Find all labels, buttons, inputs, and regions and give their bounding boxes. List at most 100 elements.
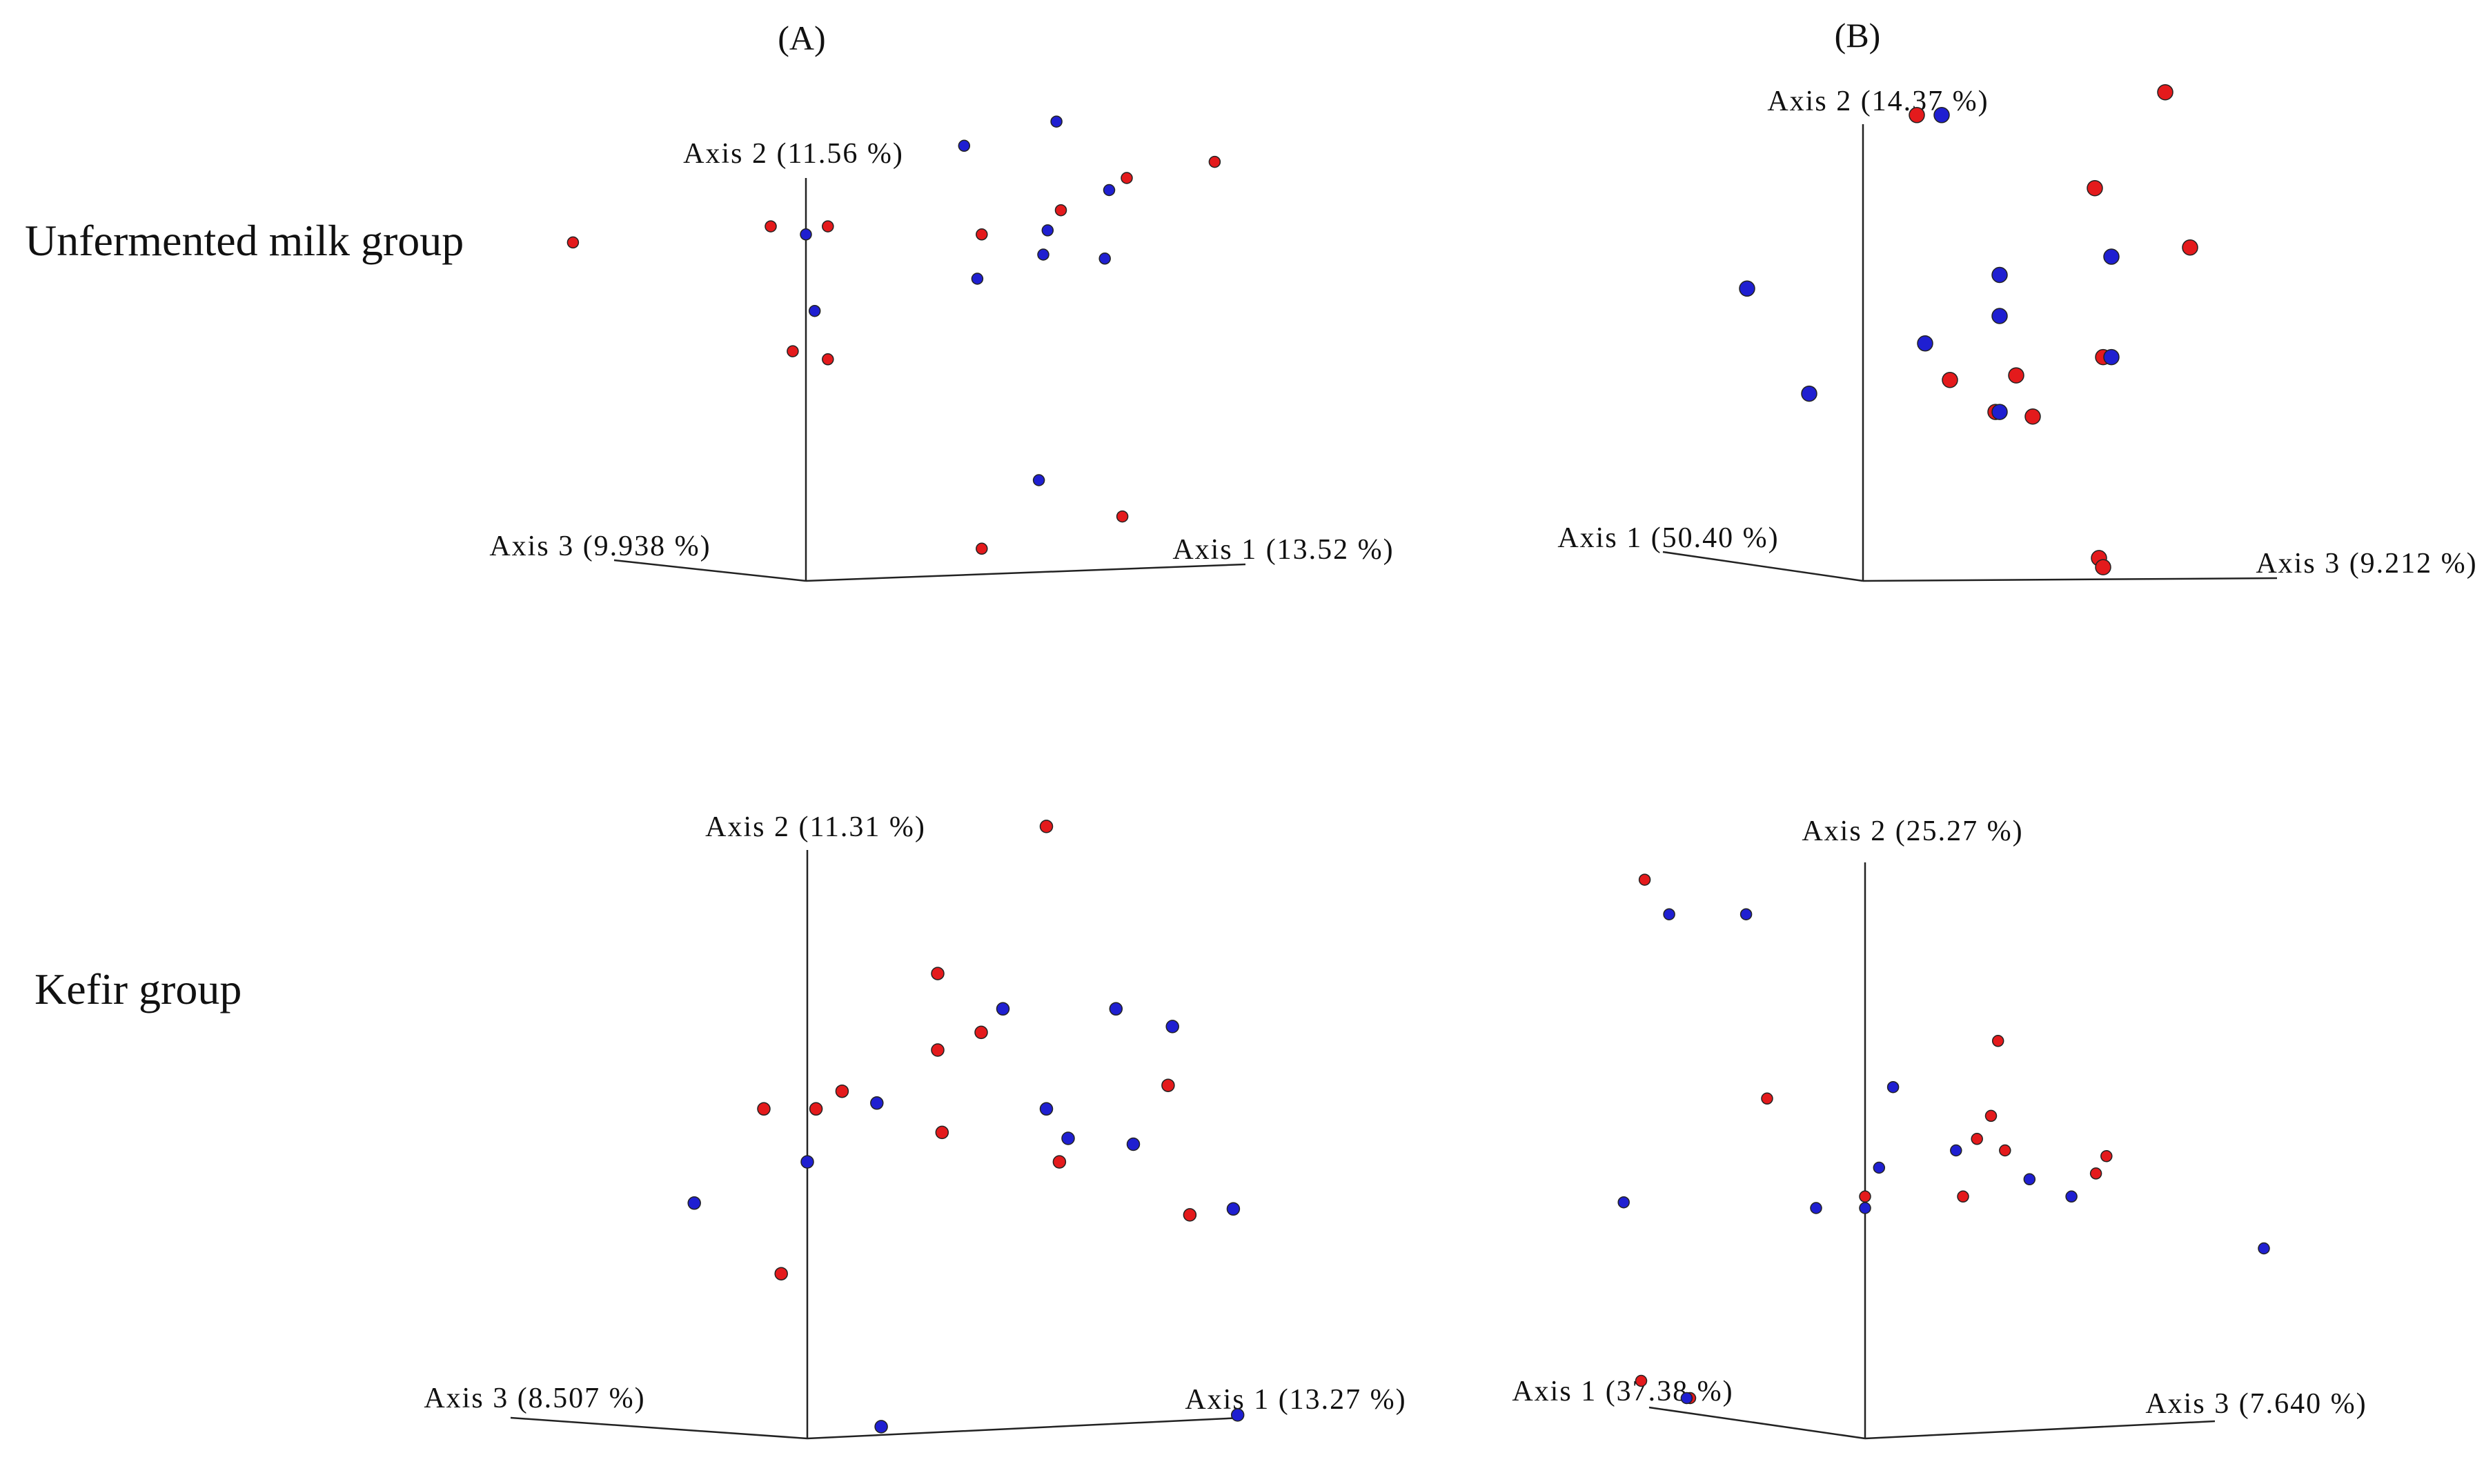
red-point-3: [1984, 1109, 1998, 1122]
blue-point-0: [1663, 908, 1675, 920]
red-point-9: [1161, 1078, 1175, 1092]
blue-point-3: [1991, 308, 2008, 324]
points-group: [687, 820, 1245, 1434]
axis-3-label: Axis 3 (9.212 %): [2256, 548, 2477, 580]
red-point-2: [2087, 179, 2103, 197]
blue-point-7: [1617, 1196, 1630, 1209]
red-point-6: [1054, 204, 1067, 217]
red-point-7: [1121, 172, 1133, 184]
red-point-4: [1942, 371, 1958, 388]
blue-point-9: [1032, 474, 1045, 486]
blue-point-10: [874, 1420, 888, 1434]
row-label-unfermented: Unfermented milk group: [25, 216, 464, 265]
blue-point-0: [1933, 107, 1950, 123]
red-point-5: [976, 228, 988, 241]
points-group: [566, 115, 1221, 555]
blue-point-0: [996, 1002, 1010, 1016]
blue-point-8: [1810, 1202, 1822, 1214]
axis-1-line: [807, 1416, 1243, 1440]
row-label-kefir: Kefir group: [34, 964, 241, 1013]
red-point-8: [1208, 155, 1221, 168]
panel-kefir-a: Axis 2 (11.31 %) Axis 3 (8.507 %) Axis 1…: [424, 811, 1406, 1440]
blue-point-2: [958, 139, 971, 152]
axis-1-label: Axis 1 (13.27 %): [1185, 1384, 1406, 1416]
axis-3-line: [1864, 1420, 2216, 1440]
axis-1-label: Axis 1 (50.40 %): [1557, 522, 1779, 554]
blue-point-10: [2258, 1242, 2270, 1255]
blue-point-4: [1039, 1102, 1054, 1116]
blue-point-11: [1680, 1392, 1693, 1405]
blue-point-1: [808, 304, 821, 317]
red-point-2: [822, 220, 834, 233]
red-point-10: [1183, 1208, 1197, 1222]
blue-point-5: [1037, 248, 1049, 261]
axis-1-line: [1662, 551, 1864, 582]
blue-point-8: [1098, 253, 1111, 265]
blue-point-7: [2103, 348, 2120, 366]
axis-1-label: Axis 1 (37.38 %): [1512, 1376, 1733, 1407]
red-point-5: [809, 1102, 823, 1116]
blue-point-4: [1041, 224, 1054, 237]
panel-unfermented-b: Axis 2 (14.37 %) Axis 1 (50.40 %) Axis 3…: [1557, 83, 2477, 582]
blue-point-2: [1165, 1020, 1179, 1033]
blue-point-3: [1950, 1144, 1962, 1157]
red-point-4: [757, 1102, 771, 1116]
blue-point-8: [1991, 404, 2008, 420]
panel-unfermented-a: Axis 2 (11.56 %) Axis 3 (9.938 %) Axis 1…: [489, 115, 1394, 582]
red-point-7: [935, 1125, 949, 1140]
axis-3-label: Axis 3 (8.507 %): [424, 1383, 645, 1414]
axis-2-label: Axis 2 (25.27 %): [1802, 815, 2023, 847]
red-point-8: [1052, 1155, 1067, 1169]
blue-point-6: [2065, 1190, 2078, 1203]
axis-3-label: Axis 3 (7.640 %): [2145, 1388, 2367, 1420]
blue-point-6: [1801, 385, 1817, 402]
red-point-11: [774, 1267, 788, 1280]
blue-point-2: [1886, 1080, 1900, 1094]
axis-3-line: [510, 1416, 808, 1440]
red-point-3: [2182, 239, 2198, 256]
red-point-5: [2008, 367, 2024, 384]
red-point-6: [835, 1084, 849, 1098]
red-point-3: [931, 1043, 945, 1057]
column-label-a: (A): [778, 19, 825, 57]
blue-point-3: [870, 1096, 884, 1110]
blue-point-5: [1917, 335, 1933, 352]
red-point-4: [822, 353, 834, 366]
red-point-5: [1999, 1144, 2011, 1157]
red-point-1: [765, 220, 777, 233]
blue-point-8: [687, 1196, 701, 1210]
blue-point-6: [971, 273, 984, 285]
red-point-6: [2100, 1150, 2113, 1163]
blue-point-7: [800, 1155, 814, 1169]
red-point-1: [1991, 1035, 2004, 1047]
red-point-10: [1635, 1374, 1648, 1387]
panel-kefir-b: Axis 2 (25.27 %) Axis 1 (37.38 %) Axis 3…: [1512, 815, 2367, 1440]
red-point-4: [1971, 1133, 1983, 1145]
axis-2-label: Axis 2 (14.37 %): [1767, 86, 1989, 117]
axis-2-label: Axis 2 (11.31 %): [705, 811, 926, 843]
axis-1-line: [1648, 1406, 1866, 1440]
blue-point-9: [1226, 1202, 1241, 1216]
red-point-9: [1957, 1190, 1969, 1203]
column-label-b: (B): [1835, 16, 1881, 55]
axis-2-label: Axis 2 (11.56 %): [683, 138, 904, 170]
points-group: [1739, 83, 2198, 575]
red-point-0: [1909, 107, 1925, 123]
red-point-7: [2024, 408, 2041, 425]
red-point-2: [1761, 1092, 1773, 1105]
axis-3-label: Axis 3 (9.938 %): [489, 531, 711, 562]
blue-point-5: [1061, 1131, 1075, 1145]
axis-1-label: Axis 1 (13.52 %): [1172, 534, 1394, 566]
axis-3-line: [1862, 577, 2278, 582]
blue-point-4: [1873, 1161, 1886, 1174]
blue-point-7: [1103, 184, 1116, 197]
red-point-3: [787, 345, 799, 357]
axis-1-line: [805, 563, 1246, 582]
red-point-2: [974, 1025, 988, 1040]
points-group: [1617, 873, 2270, 1405]
blue-point-0: [800, 228, 812, 241]
blue-point-2: [1991, 266, 2008, 284]
axis-3-line: [613, 559, 807, 582]
blue-point-4: [2103, 248, 2120, 265]
blue-point-9: [1859, 1202, 1871, 1214]
